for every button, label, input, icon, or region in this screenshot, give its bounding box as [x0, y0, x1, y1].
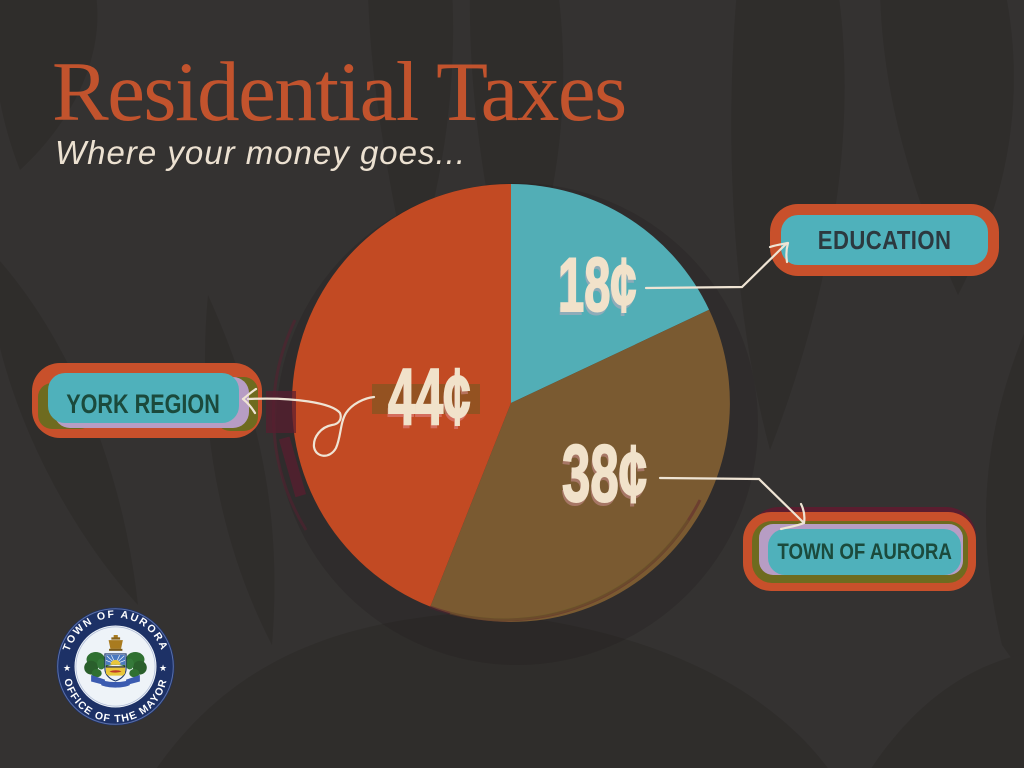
svg-text:★: ★	[159, 663, 167, 673]
svg-text:★: ★	[63, 663, 71, 673]
